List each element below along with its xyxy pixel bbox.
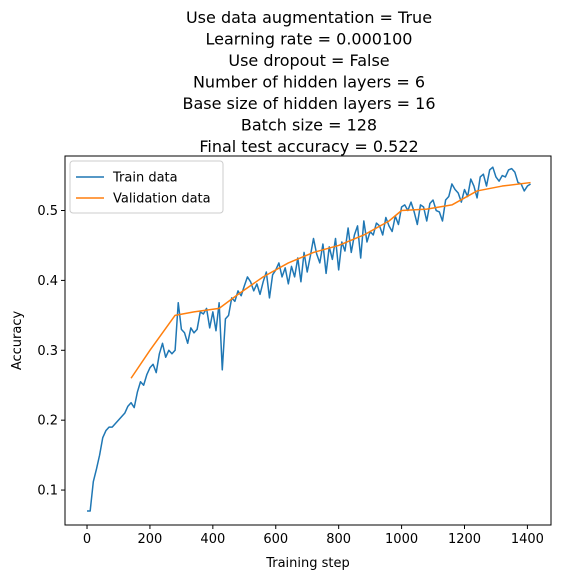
title-line: Final test accuracy = 0.522 bbox=[199, 137, 418, 156]
y-tick-label: 0.1 bbox=[37, 484, 58, 499]
x-tick-label: 200 bbox=[138, 532, 163, 547]
title-line: Use dropout = False bbox=[228, 51, 389, 70]
series-lines bbox=[87, 166, 531, 512]
y-tick-label: 0.2 bbox=[37, 414, 58, 429]
y-tick-label: 0.4 bbox=[37, 274, 58, 289]
plot-area bbox=[64, 155, 552, 526]
y-axis-label: Accuracy bbox=[10, 311, 25, 371]
title-line: Use data augmentation = True bbox=[186, 8, 432, 27]
x-axis-label: Training step bbox=[265, 556, 350, 571]
title-line: Learning rate = 0.000100 bbox=[206, 30, 413, 49]
title-line: Base size of hidden layers = 16 bbox=[182, 94, 435, 113]
x-tick-label: 600 bbox=[263, 532, 288, 547]
x-tick-label: 1400 bbox=[511, 532, 544, 547]
title-line: Batch size = 128 bbox=[241, 116, 377, 135]
y-tick-label: 0.3 bbox=[37, 344, 58, 359]
y-axis-ticks: 0.1 0.2 0.3 0.4 0.5 bbox=[37, 204, 65, 499]
chart-title: Use data augmentation = True Learning rat… bbox=[182, 8, 435, 156]
legend-label: Train data bbox=[112, 171, 178, 186]
x-tick-label: 1200 bbox=[448, 532, 481, 547]
series-line-validation-data bbox=[130, 181, 531, 379]
legend-box bbox=[69, 160, 224, 214]
title-line: Number of hidden layers = 6 bbox=[193, 73, 425, 92]
legend-label: Validation data bbox=[113, 192, 211, 207]
x-tick-label: 800 bbox=[326, 532, 351, 547]
x-axis-ticks: 0 200 400 600 800 1000 1200 1400 bbox=[83, 525, 544, 547]
y-tick-label: 0.5 bbox=[37, 204, 58, 219]
x-tick-label: 400 bbox=[200, 532, 225, 547]
legend: Train data Validation data bbox=[69, 160, 224, 214]
series-line-train-data bbox=[87, 166, 531, 512]
x-tick-label: 0 bbox=[83, 532, 91, 547]
x-tick-label: 1000 bbox=[385, 532, 418, 547]
